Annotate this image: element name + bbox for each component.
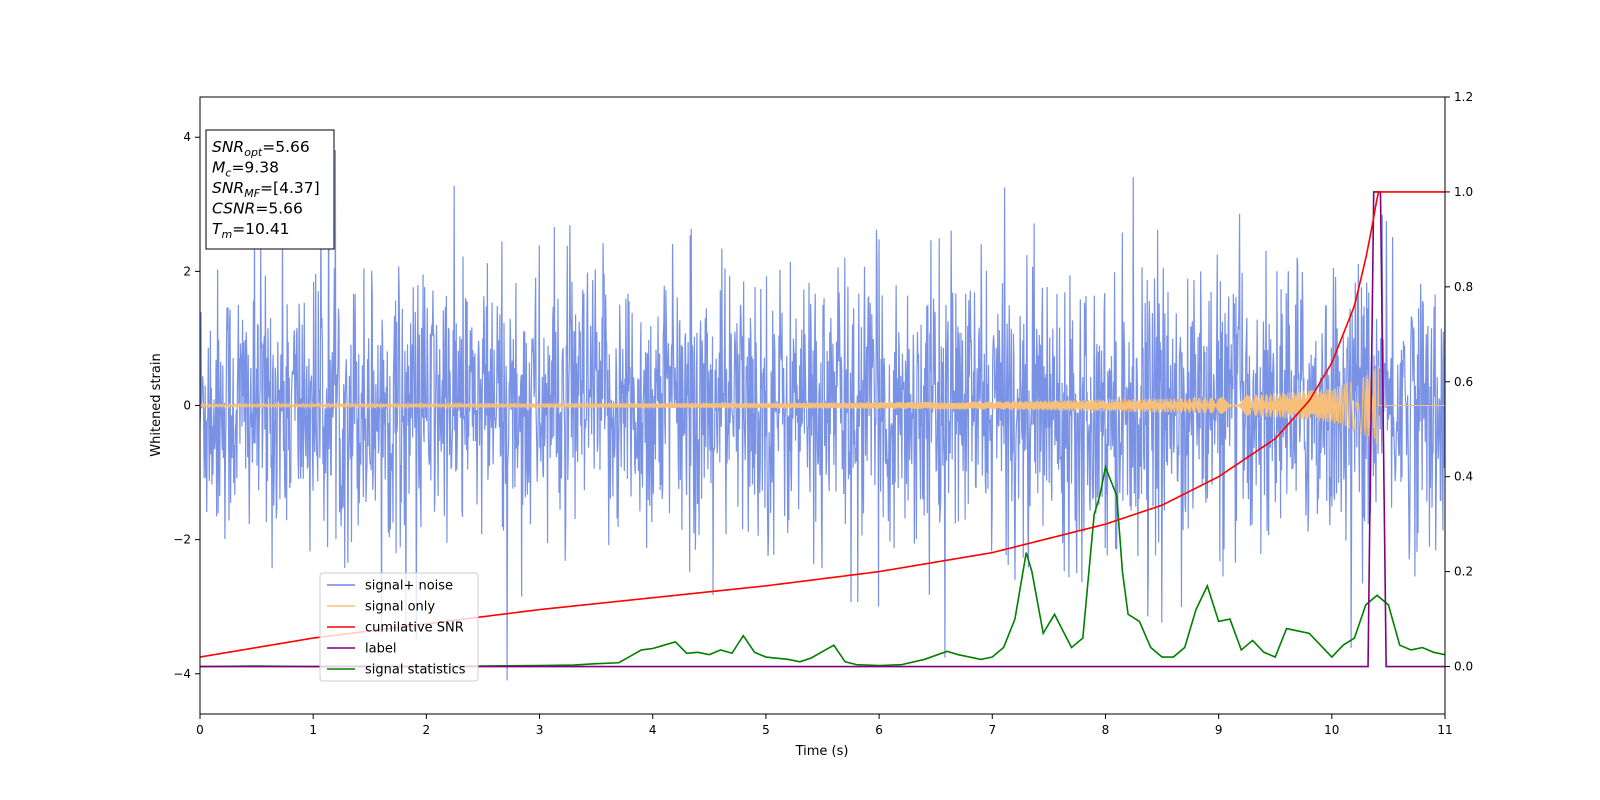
annotation-subscript: opt [244, 146, 263, 159]
y-right-tick-label: 1.0 [1454, 185, 1473, 199]
annotation-subscript: m [221, 228, 232, 241]
y-axis-label: Whitened strain [149, 353, 164, 456]
legend-entry: cumilative SNR [365, 621, 464, 636]
x-tick-label: 3 [536, 723, 544, 737]
annotation-value: =10.41 [232, 220, 289, 238]
x-tick-label: 8 [1102, 723, 1110, 737]
y-left-tick-label: −4 [173, 667, 191, 681]
y-right-tick-label: 0.4 [1454, 470, 1473, 484]
annotation-subscript: MF [244, 187, 260, 200]
x-tick-label: 11 [1437, 723, 1452, 737]
annotation-symbol: SNR [212, 138, 244, 156]
annotation-line: SNRMF=[4.37] [212, 179, 320, 200]
legend: signal+ noise signal only cumilative SNR la… [319, 572, 479, 682]
legend-entry: signal only [365, 600, 435, 615]
y-right-tick-label: 1.2 [1454, 90, 1473, 104]
annotation-symbol: M [212, 159, 225, 177]
annotation-line: Mc=9.38 [212, 159, 279, 180]
x-axis-label: Time (s) [795, 744, 849, 759]
x-tick-label: 0 [196, 723, 204, 737]
legend-entry: signal statistics [365, 663, 466, 678]
x-tick-label: 6 [875, 723, 883, 737]
x-axis: 0 1 2 3 4 5 6 7 8 9 10 11 [196, 714, 1453, 737]
y-left-tick-label: 2 [183, 264, 191, 278]
series-label [200, 191, 1445, 668]
y-right-tick-label: 0.8 [1454, 280, 1473, 294]
annotation-box: SNRopt=5.66Mc=9.38SNRMF=[4.37]CSNR=5.66T… [205, 129, 335, 250]
x-tick-label: 4 [649, 723, 657, 737]
x-tick-label: 7 [988, 723, 996, 737]
annotation-line: Tm=10.41 [212, 220, 290, 241]
x-tick-label: 9 [1215, 723, 1223, 737]
legend-entry: signal+ noise [365, 579, 453, 594]
y-left-tick-label: −2 [173, 533, 191, 547]
y-left-tick-label: 4 [183, 130, 191, 144]
annotation-value: =5.66 [255, 200, 303, 218]
series-signal-noise [200, 150, 1445, 681]
annotation-value: =9.38 [231, 159, 279, 177]
series-signal-only [200, 366, 1445, 446]
annotation-subscript: c [225, 167, 231, 180]
annotation-value: =5.66 [262, 138, 310, 156]
x-tick-label: 2 [423, 723, 431, 737]
y-axis-right: 0.0 0.2 0.4 0.6 0.8 1.0 1.2 [1445, 90, 1473, 674]
y-right-tick-label: 0.0 [1454, 660, 1473, 674]
series-signal-statistics [200, 464, 1445, 668]
legend-frame [319, 572, 479, 682]
y-left-tick-label: 0 [183, 399, 191, 413]
annotation-value: =[4.37] [260, 179, 320, 197]
y-right-tick-label: 0.6 [1454, 375, 1473, 389]
x-tick-label: 5 [762, 723, 770, 737]
annotation-line: SNRopt=5.66 [212, 138, 310, 159]
x-tick-label: 10 [1324, 723, 1339, 737]
annotation-frame [205, 129, 335, 250]
y-axis-left: −4 −2 0 2 4 [173, 130, 200, 681]
y-right-tick-label: 0.2 [1454, 565, 1473, 579]
annotation-symbol: T [212, 220, 223, 238]
annotation-symbol: SNR [212, 179, 244, 197]
annotation-symbol: CSNR [212, 200, 255, 218]
legend-entry: label [365, 642, 396, 657]
x-tick-label: 1 [309, 723, 317, 737]
annotation-line: CSNR=5.66 [212, 200, 303, 218]
